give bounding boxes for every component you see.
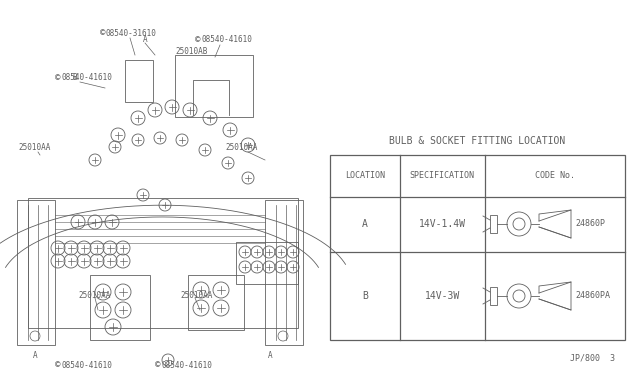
Text: A: A bbox=[143, 35, 147, 45]
Text: CODE No.: CODE No. bbox=[535, 171, 575, 180]
Bar bbox=[490, 215, 497, 233]
Bar bbox=[490, 287, 497, 305]
Bar bbox=[236, 242, 298, 284]
Bar bbox=[330, 155, 625, 340]
Text: ©: © bbox=[55, 360, 60, 369]
Text: 08540-31610: 08540-31610 bbox=[106, 29, 157, 38]
Text: ©: © bbox=[155, 360, 161, 369]
Text: 08540-41610: 08540-41610 bbox=[201, 35, 252, 45]
Bar bbox=[125, 60, 153, 102]
Bar bbox=[265, 200, 303, 345]
Text: 14V-3W: 14V-3W bbox=[424, 291, 460, 301]
Text: 14V-1.4W: 14V-1.4W bbox=[419, 219, 465, 229]
Text: JP/800  3: JP/800 3 bbox=[570, 353, 615, 362]
Text: A: A bbox=[268, 350, 272, 359]
Text: ©: © bbox=[100, 29, 106, 38]
Text: A: A bbox=[33, 350, 37, 359]
Text: 25010AA: 25010AA bbox=[225, 144, 257, 153]
Text: 25010AB: 25010AB bbox=[175, 48, 207, 57]
Text: 08540-41610: 08540-41610 bbox=[61, 74, 112, 83]
Text: 08540-41610: 08540-41610 bbox=[161, 360, 212, 369]
Text: 24860PA: 24860PA bbox=[575, 292, 610, 301]
Text: 25010AA: 25010AA bbox=[78, 291, 110, 299]
Bar bbox=[28, 198, 298, 328]
Text: 25010AA: 25010AA bbox=[18, 144, 51, 153]
Text: A: A bbox=[362, 219, 368, 229]
Bar bbox=[17, 200, 55, 345]
Text: 08540-41610: 08540-41610 bbox=[61, 360, 112, 369]
Text: 25010AA: 25010AA bbox=[180, 291, 212, 299]
Bar bbox=[188, 275, 244, 330]
Text: BULB & SOCKET FITTING LOCATION: BULB & SOCKET FITTING LOCATION bbox=[389, 136, 565, 146]
Text: SPECIFICATION: SPECIFICATION bbox=[410, 171, 474, 180]
Bar bbox=[90, 275, 150, 340]
Text: B: B bbox=[362, 291, 368, 301]
Text: LOCATION: LOCATION bbox=[345, 171, 385, 180]
Text: ©: © bbox=[195, 35, 200, 45]
Text: 24860P: 24860P bbox=[575, 219, 605, 228]
Bar bbox=[175, 55, 253, 117]
Text: B: B bbox=[72, 74, 77, 83]
Text: ©: © bbox=[55, 74, 60, 83]
